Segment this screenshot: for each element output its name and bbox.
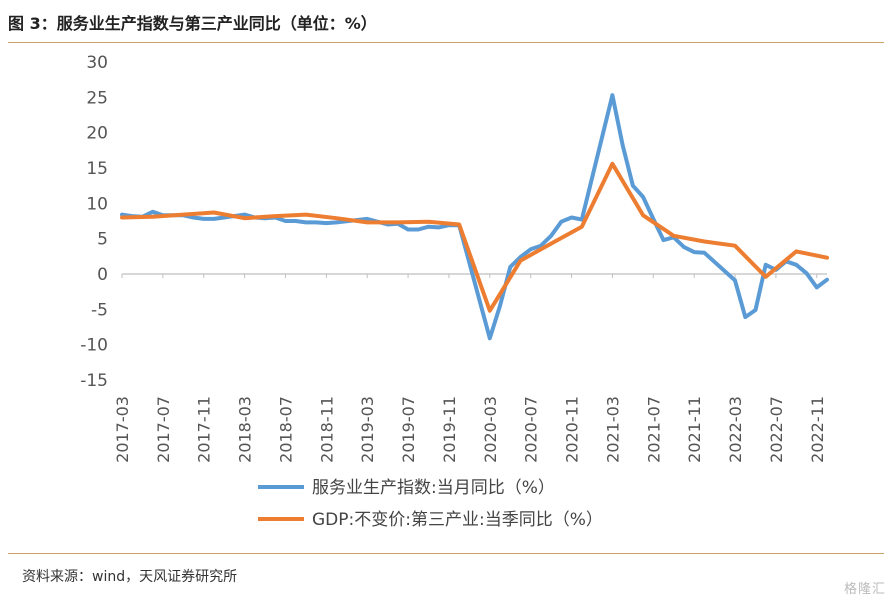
y-tick-label: 20 <box>86 124 108 144</box>
legend-label: GDP:不变价:第三产业:当季同比（%） <box>312 510 603 530</box>
y-tick-label: 0 <box>97 265 108 285</box>
series-lines <box>120 93 829 341</box>
y-axis-ticks: -15 -10 -5 0 5 10 15 20 25 30 <box>80 53 108 391</box>
y-tick-label: -15 <box>80 371 108 391</box>
bottom-rule <box>8 553 884 554</box>
x-tick-label: 2019-07 <box>399 396 418 463</box>
x-tick-label: 2019-03 <box>358 396 377 463</box>
watermark-logo: 格隆汇 <box>843 582 886 597</box>
legend: 服务业生产指数:当月同比（%） GDP:不变价:第三产业:当季同比（%） <box>258 478 603 530</box>
chart-title: 图 3：服务业生产指数与第三产业同比（单位：%） <box>8 14 377 33</box>
x-tick-label: 2022-07 <box>767 396 786 463</box>
legend-label: 服务业生产指数:当月同比（%） <box>312 478 555 498</box>
x-tick-label: 2021-03 <box>603 396 622 463</box>
x-tick-label: 2021-07 <box>644 396 663 463</box>
y-tick-label: -5 <box>91 300 108 320</box>
source-note: 资料来源：wind，天风证券研究所 <box>22 569 238 585</box>
x-tick-label: 2017-03 <box>113 396 132 463</box>
x-axis: 2017-03 2017-07 2017-11 2018-03 2018-07 2018-… <box>113 273 827 463</box>
x-tick-label: 2020-03 <box>481 396 500 463</box>
y-tick-label: 10 <box>86 194 108 214</box>
y-tick-label: 25 <box>86 88 108 108</box>
series-line-gdp-tertiary <box>120 161 829 313</box>
top-rule <box>8 42 884 43</box>
x-tick-label: 2017-11 <box>195 396 214 463</box>
y-tick-label: 15 <box>86 159 108 179</box>
y-tick-label: 30 <box>86 53 108 73</box>
y-tick-label: -10 <box>80 336 108 356</box>
x-tick-label: 2017-07 <box>154 396 173 463</box>
x-tick-label: 2018-07 <box>276 396 295 463</box>
y-tick-label: 5 <box>97 230 108 250</box>
x-tick-label: 2019-11 <box>440 396 459 463</box>
x-tick-label: 2022-03 <box>726 396 745 463</box>
x-tick-label: 2022-11 <box>808 396 827 463</box>
x-tick-label: 2020-11 <box>563 396 582 463</box>
x-tick-label: 2020-07 <box>522 396 541 463</box>
x-tick-label: 2018-03 <box>236 396 255 463</box>
x-tick-label: 2021-11 <box>685 396 704 463</box>
x-tick-label: 2018-11 <box>317 396 336 463</box>
